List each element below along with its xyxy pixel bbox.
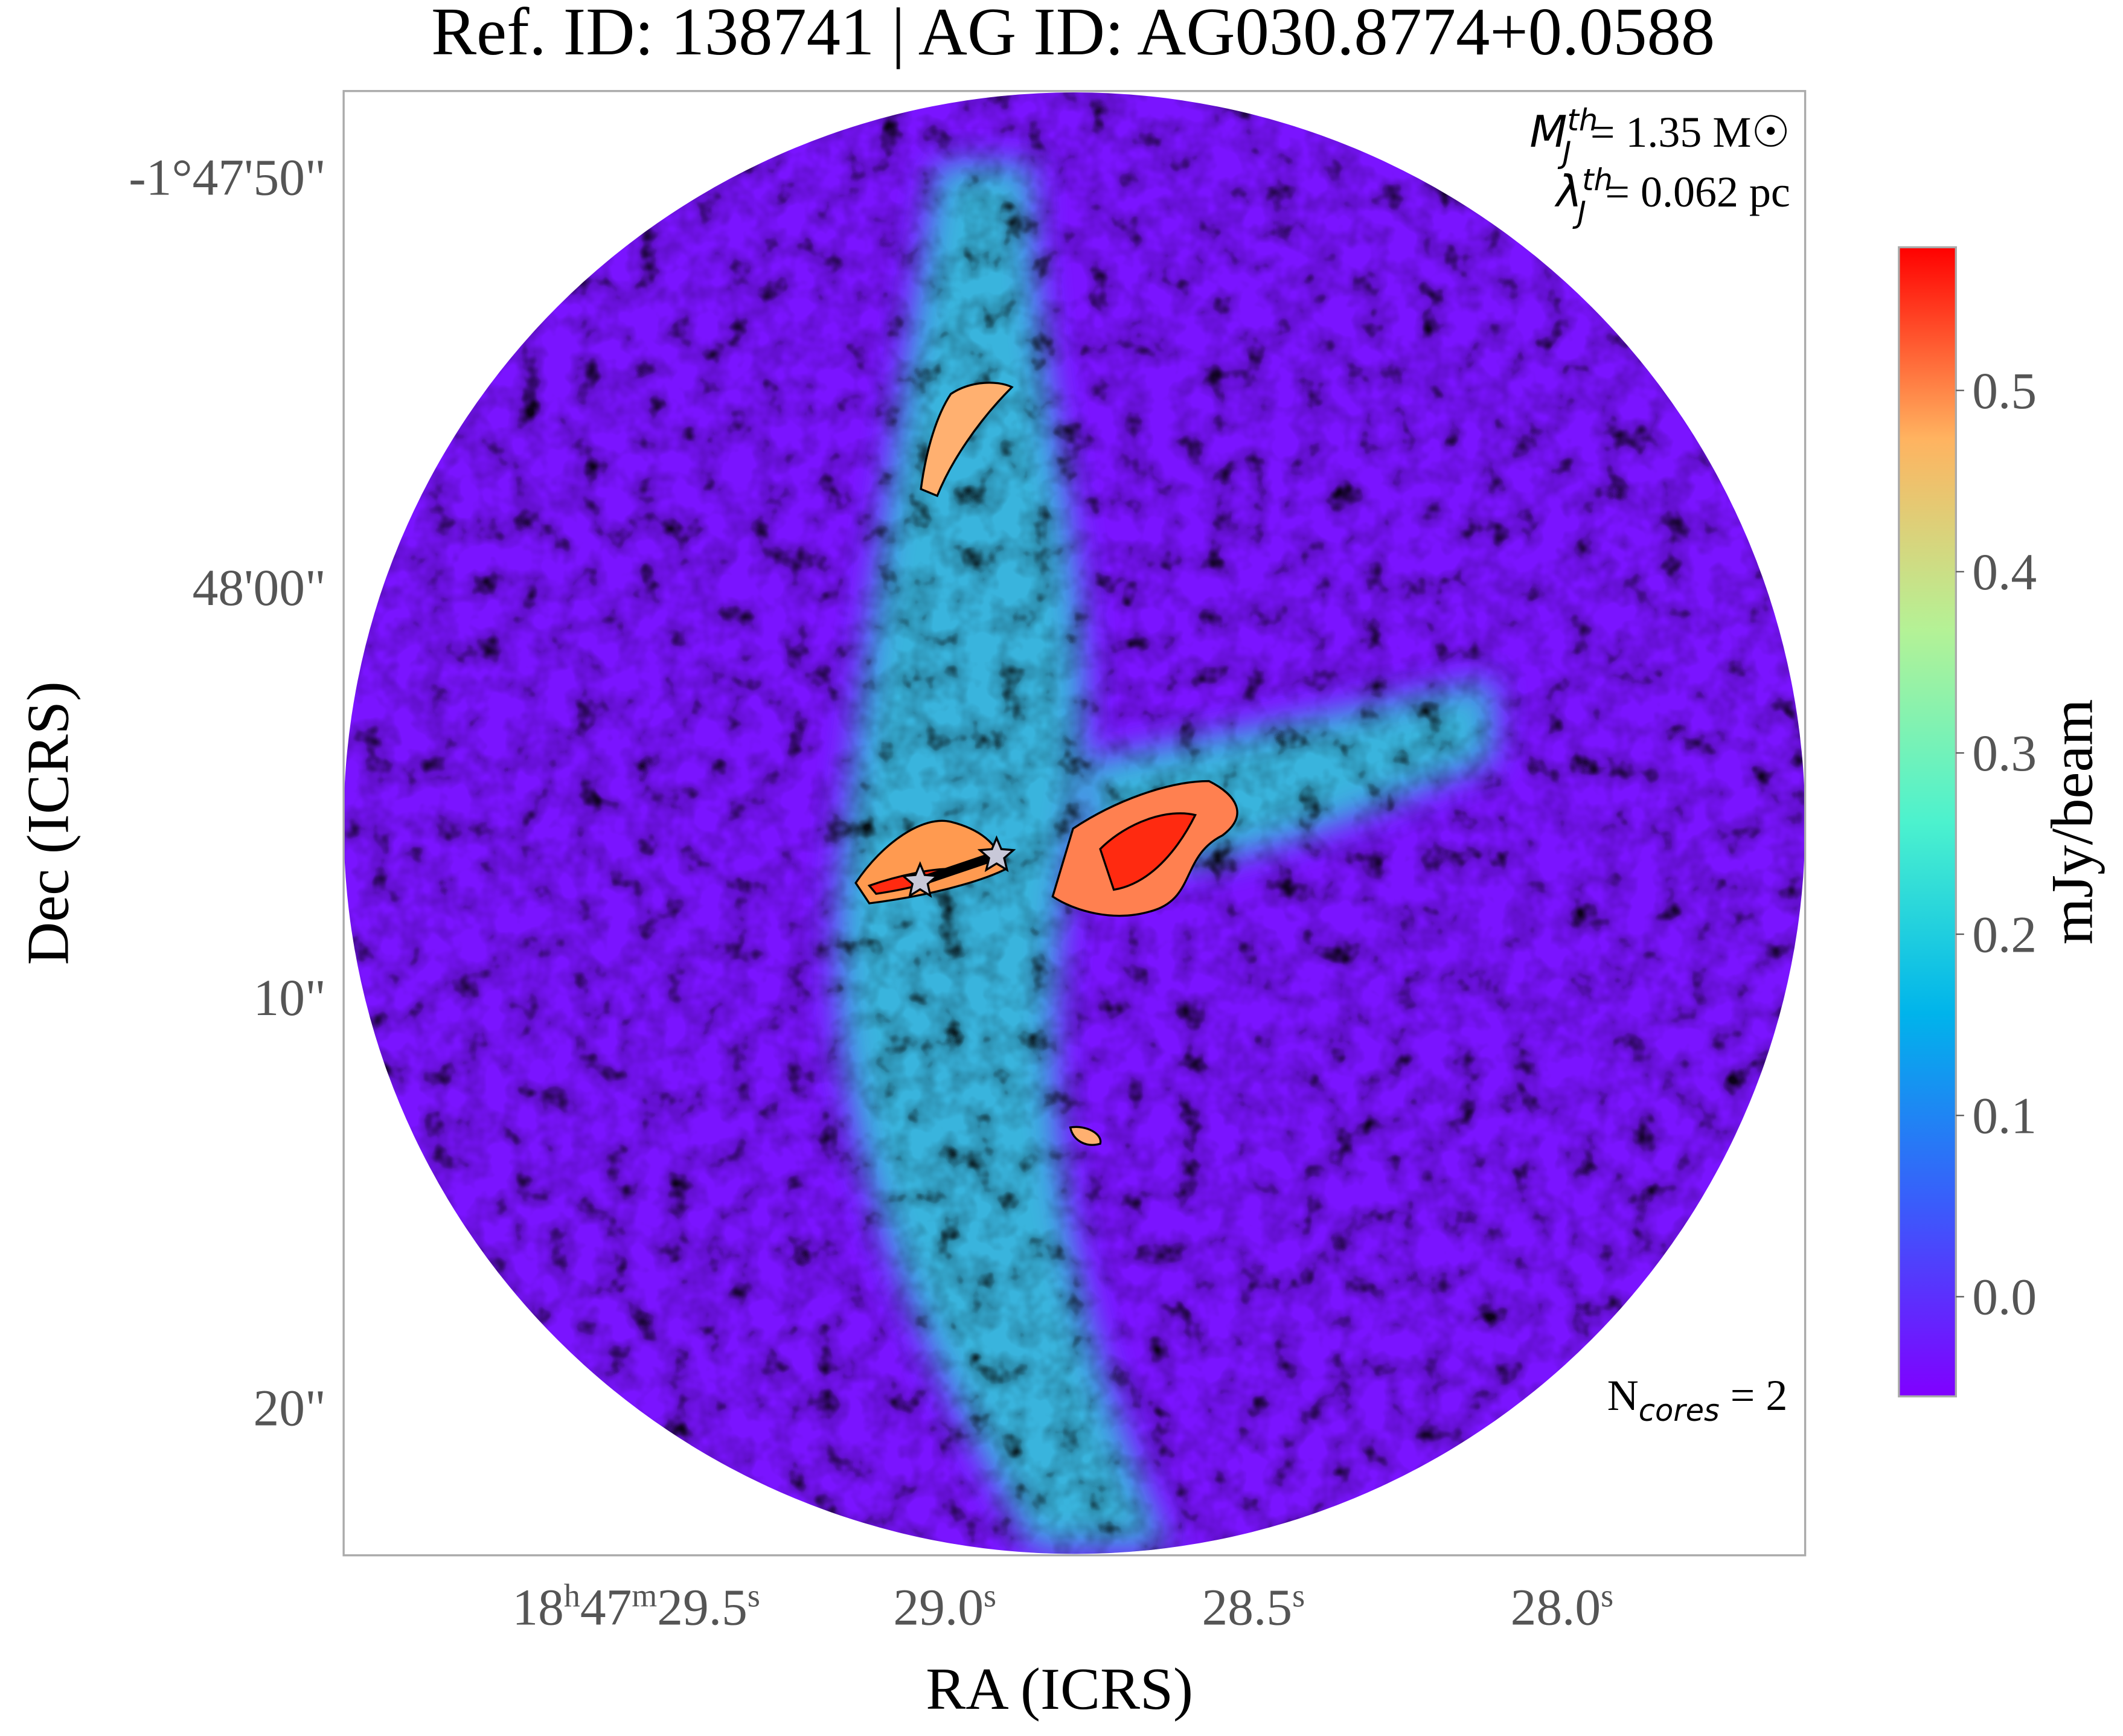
x-tick-label: 28.0s <box>1511 1577 1614 1636</box>
chart-title: Ref. ID: 138741 | AG ID: AG030.8774+0.05… <box>431 0 1715 69</box>
x-axis-label: RA (ICRS) <box>926 1656 1193 1722</box>
core-marker <box>900 861 940 898</box>
y-tick-label: -1°47'50" <box>129 150 326 207</box>
annotation: Mth J = 1.35 M☉ <box>1529 103 1790 170</box>
y-tick-label: 10" <box>254 970 326 1027</box>
colorbar-tick-label: 0.3 <box>1972 725 2037 782</box>
colorbar-tick-label: 0.5 <box>1972 363 2037 420</box>
annotation-text: = 0.062 pc <box>1605 168 1790 216</box>
annotation-symbol: λ <box>1554 166 1582 217</box>
annotation-text: = 2 <box>1720 1371 1788 1420</box>
annotation-sup: th <box>1582 162 1613 197</box>
annotation-text: = 1.35 M☉ <box>1590 108 1790 156</box>
annotation-sub: cores <box>1639 1393 1720 1428</box>
colorbar-tick-label: 0.2 <box>1972 906 2037 963</box>
colorbar <box>1898 246 1957 1398</box>
y-axis-label: Dec (ICRS) <box>15 681 81 965</box>
y-tick-label: 48'00" <box>193 560 326 617</box>
annotation-sup: th <box>1567 103 1598 138</box>
annotation-symbol: N <box>1607 1371 1639 1420</box>
colorbar-label: mJy/beam <box>2039 699 2105 945</box>
x-tick-label: 18h47m29.5s <box>512 1577 760 1636</box>
axes-frame <box>342 90 1807 1557</box>
annotation: Ncores = 2 <box>1607 1371 1788 1428</box>
x-tick-label: 29.0s <box>893 1577 996 1636</box>
core-marker <box>977 835 1016 873</box>
x-tick-label: 28.5s <box>1202 1577 1305 1636</box>
image <box>344 92 1805 1554</box>
colorbar-tick-label: 0.0 <box>1972 1269 2037 1326</box>
colorbar-tick-label: 0.4 <box>1972 544 2037 601</box>
colorbar-tick-label: 0.1 <box>1972 1088 2037 1145</box>
y-tick-label: 20" <box>254 1380 326 1437</box>
annotation: λth J = 0.062 pc <box>1554 162 1790 230</box>
annotation-symbol: M <box>1529 106 1567 157</box>
